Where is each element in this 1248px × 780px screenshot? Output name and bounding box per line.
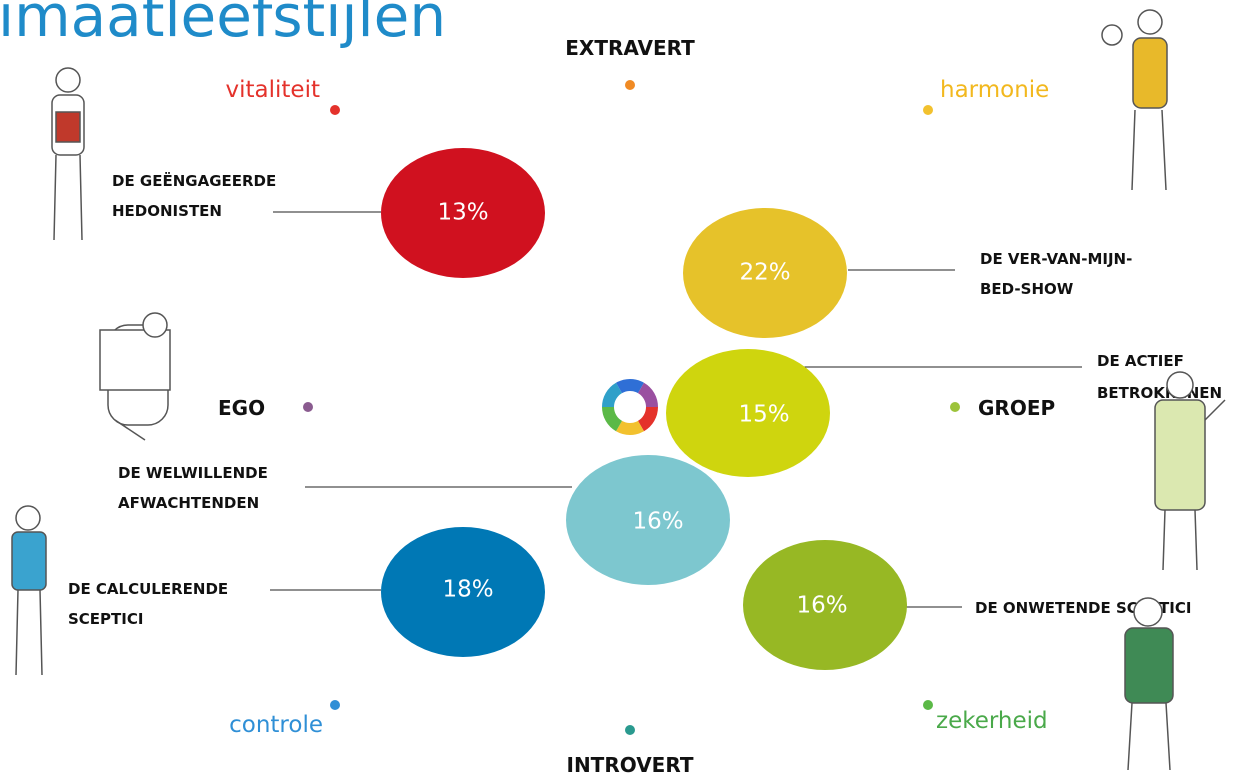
segment-label: DE GEËNGAGEERDE	[112, 171, 276, 190]
segment-label: HEDONISTEN	[112, 202, 222, 220]
corner-label: harmonie	[940, 77, 1049, 103]
illustration	[1125, 598, 1173, 770]
segment-label: DE CALCULERENDE	[68, 580, 228, 598]
illustration	[1102, 10, 1167, 190]
bubble: 16%	[566, 455, 730, 585]
bubble: 13%	[381, 148, 545, 278]
corner-label: zekerheid	[936, 708, 1048, 734]
corner-label: controle	[229, 712, 323, 738]
bubble: 18%	[381, 527, 545, 657]
infographic: imaatleefstijlen EXTRAVERT INTROVERT EGO…	[0, 0, 1248, 780]
title: imaatleefstijlen	[0, 0, 446, 50]
bubble: 16%	[743, 540, 907, 670]
share: 13%	[437, 200, 488, 226]
segment-label: BETROKKENEN	[1097, 384, 1222, 402]
segment-label: DE ACTIEF	[1097, 352, 1184, 370]
illustration	[52, 68, 84, 240]
segment-label: DE VER-VAN-MIJN-	[980, 250, 1132, 268]
share: 16%	[632, 509, 683, 535]
segment-label: BED-SHOW	[980, 280, 1074, 298]
illustration	[100, 313, 170, 440]
segment-label: DE WELWILLENDE	[118, 464, 268, 482]
axis-label: INTROVERT	[567, 753, 694, 777]
axis-label: EGO	[218, 396, 265, 420]
segment-label: AFWACHTENDEN	[118, 494, 259, 512]
share: 22%	[739, 260, 790, 286]
bubble: 15%	[666, 349, 830, 477]
axis-label: GROEP	[978, 396, 1055, 420]
segment-label: SCEPTICI	[68, 610, 143, 628]
share: 18%	[442, 577, 493, 603]
share: 16%	[796, 593, 847, 619]
illustration	[12, 506, 46, 675]
corner-label: vitaliteit	[226, 77, 320, 103]
share: 15%	[738, 402, 789, 428]
axis-label: EXTRAVERT	[565, 36, 695, 60]
bubble: 22%	[683, 208, 847, 338]
